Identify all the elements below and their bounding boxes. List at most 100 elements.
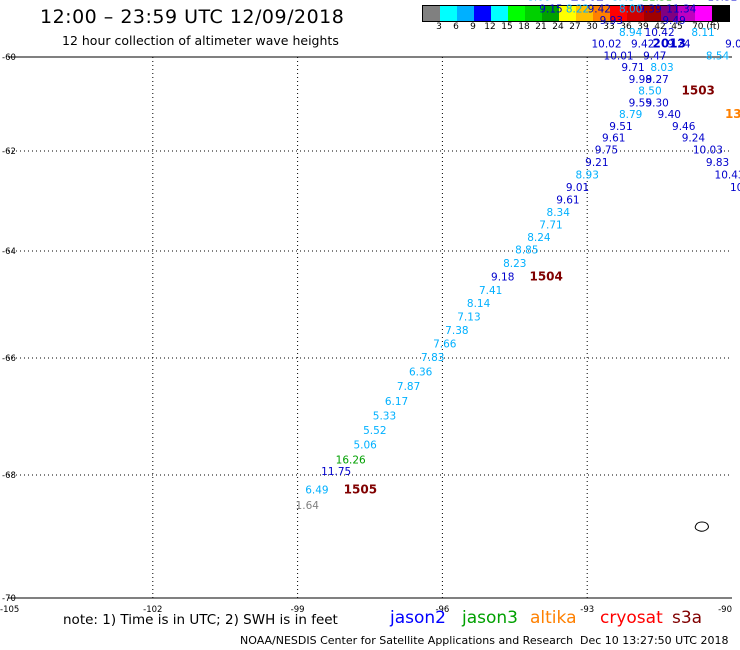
legend-label: 24 bbox=[552, 22, 564, 32]
wave-height-label: 8.14 bbox=[467, 298, 491, 310]
graticule bbox=[8, 56, 732, 599]
wave-height-label: 8.11 bbox=[691, 27, 714, 39]
longitude-label: -93 bbox=[580, 605, 594, 615]
legend-swatch bbox=[644, 6, 661, 21]
wave-height-label: 6.17 bbox=[385, 396, 408, 408]
wave-height-label: 9.47 bbox=[643, 50, 666, 62]
latitude-label: -70 bbox=[2, 594, 16, 604]
legend-label: 39 bbox=[637, 22, 649, 32]
wave-height-label: 6.36 bbox=[409, 367, 433, 379]
track-id-label: 1505 bbox=[344, 482, 377, 496]
wave-height-label: 9.42 bbox=[631, 39, 654, 51]
wave-height-label: 9.21 bbox=[585, 157, 608, 169]
wave-height-label: 9.49 bbox=[662, 15, 685, 27]
wave-height-label: 6.49 bbox=[305, 484, 328, 496]
legend-swatch bbox=[440, 6, 457, 21]
wave-height-label: 9.04 bbox=[725, 39, 740, 51]
legend-swatch bbox=[457, 6, 474, 21]
wave-height-label: 8.24 bbox=[527, 232, 551, 244]
legend-label: 36 bbox=[620, 22, 632, 32]
track-id-label: 1504 bbox=[529, 269, 562, 283]
legend-swatch bbox=[559, 6, 576, 21]
wave-height-label: 8.43 bbox=[612, 0, 635, 4]
legend-swatch bbox=[661, 6, 678, 21]
wave-height-label: 8.06 bbox=[527, 0, 551, 4]
longitude-label: -99 bbox=[291, 605, 305, 615]
wave-height-label: 16.26 bbox=[336, 454, 366, 466]
wave-height-label: 10.01 bbox=[604, 50, 634, 62]
wave-height-label: 9.75 bbox=[595, 145, 618, 157]
footer-credit: NOAA/NESDIS Center for Satellite Applica… bbox=[240, 634, 574, 647]
page-subtitle: 12 hour collection of altimeter wave hei… bbox=[62, 33, 339, 48]
wave-height-label: 10.03 bbox=[693, 145, 723, 157]
legend-swatch bbox=[610, 6, 627, 21]
legend-label: 9 bbox=[470, 22, 476, 32]
wave-height-label: 21.31 bbox=[642, 0, 672, 4]
track-id-label: 1309 bbox=[725, 107, 740, 121]
legend-swatch bbox=[491, 6, 508, 21]
wave-height-label: 10.02 bbox=[591, 39, 621, 51]
wave-height-label: 9.61 bbox=[602, 133, 625, 145]
legend-label: 18 bbox=[518, 22, 530, 32]
legend-label: 12 bbox=[484, 22, 496, 32]
wave-height-label: 11.34 bbox=[666, 3, 696, 15]
wave-height-label: 7.13 bbox=[457, 312, 480, 324]
legend-swatch bbox=[695, 6, 712, 21]
wave-height-label: 7.41 bbox=[479, 285, 502, 297]
color-legend-bar bbox=[422, 5, 730, 22]
track-id-label: 2013 bbox=[653, 37, 686, 51]
wave-height-label: 8.93 bbox=[576, 170, 599, 182]
wave-height-label: 7.83 bbox=[421, 352, 444, 364]
track-id-label: 1503 bbox=[682, 84, 715, 98]
legend-label: 70 (ft) bbox=[692, 22, 720, 32]
wave-height-label: 9.61 bbox=[556, 195, 579, 207]
legend-label: 33 bbox=[603, 22, 615, 32]
wave-height-label: 5.52 bbox=[363, 425, 386, 437]
legend-swatch bbox=[525, 6, 542, 21]
wave-height-label: 5.33 bbox=[373, 410, 396, 422]
wave-height-label: 8.23 bbox=[503, 258, 526, 270]
wave-height-label: 9.01 bbox=[566, 182, 589, 194]
longitude-label: -105 bbox=[0, 605, 19, 615]
latitude-label: -68 bbox=[2, 471, 16, 481]
wave-height-label: 9.71 bbox=[621, 62, 644, 74]
longitude-label: -96 bbox=[435, 605, 449, 615]
legend-swatch bbox=[576, 6, 593, 21]
page-title: 12:00 – 23:59 UTC 12/09/2018 bbox=[40, 6, 345, 28]
legend-label: 42 bbox=[654, 22, 666, 32]
satellite-legend-jason2: jason2 bbox=[390, 608, 446, 628]
wave-height-label: 9.55 bbox=[629, 97, 652, 109]
satellite-legend-cryosat: cryosat bbox=[600, 608, 663, 628]
wave-height-label: 7.66 bbox=[433, 338, 457, 350]
wave-height-label: 7.87 bbox=[397, 381, 420, 393]
wave-height-label: 8.50 bbox=[638, 86, 661, 98]
track-id-label: 2041 bbox=[570, 0, 603, 4]
wave-height-label: 9.18 bbox=[491, 271, 514, 283]
legend-label: 15 bbox=[501, 22, 513, 32]
wave-height-label: 9.39 bbox=[638, 3, 661, 15]
wave-height-label: 8.85 bbox=[515, 245, 538, 257]
wave-height-label: 11.75 bbox=[321, 466, 351, 478]
wave-height-label: 10.32 bbox=[707, 0, 737, 4]
legend-swatch bbox=[542, 6, 559, 21]
wave-height-label: 8.03 bbox=[650, 62, 673, 74]
wave-height-label: 10.43 bbox=[715, 170, 740, 182]
wave-height-label: 9.40 bbox=[658, 109, 681, 121]
wave-height-label: 9.98 bbox=[629, 74, 652, 86]
wave-height-label: 9.30 bbox=[645, 97, 668, 109]
wave-height-label: 8.54 bbox=[706, 50, 730, 62]
legend-swatch bbox=[508, 6, 525, 21]
wave-height-label: 9.51 bbox=[609, 121, 632, 133]
satellite-legend-jason3: jason3 bbox=[462, 608, 518, 628]
latitude-label: -64 bbox=[2, 247, 16, 257]
wave-height-label: 5.06 bbox=[353, 440, 377, 452]
wave-height-label: 8.00 bbox=[619, 3, 642, 15]
legend-label: 21 bbox=[535, 22, 547, 32]
wave-height-label: 8.79 bbox=[619, 109, 642, 121]
legend-swatch bbox=[627, 6, 644, 21]
legend-label: 45 bbox=[671, 22, 683, 32]
satellite-legend-s3a: s3a bbox=[672, 608, 703, 628]
wave-height-label: 10.5 bbox=[730, 182, 740, 194]
